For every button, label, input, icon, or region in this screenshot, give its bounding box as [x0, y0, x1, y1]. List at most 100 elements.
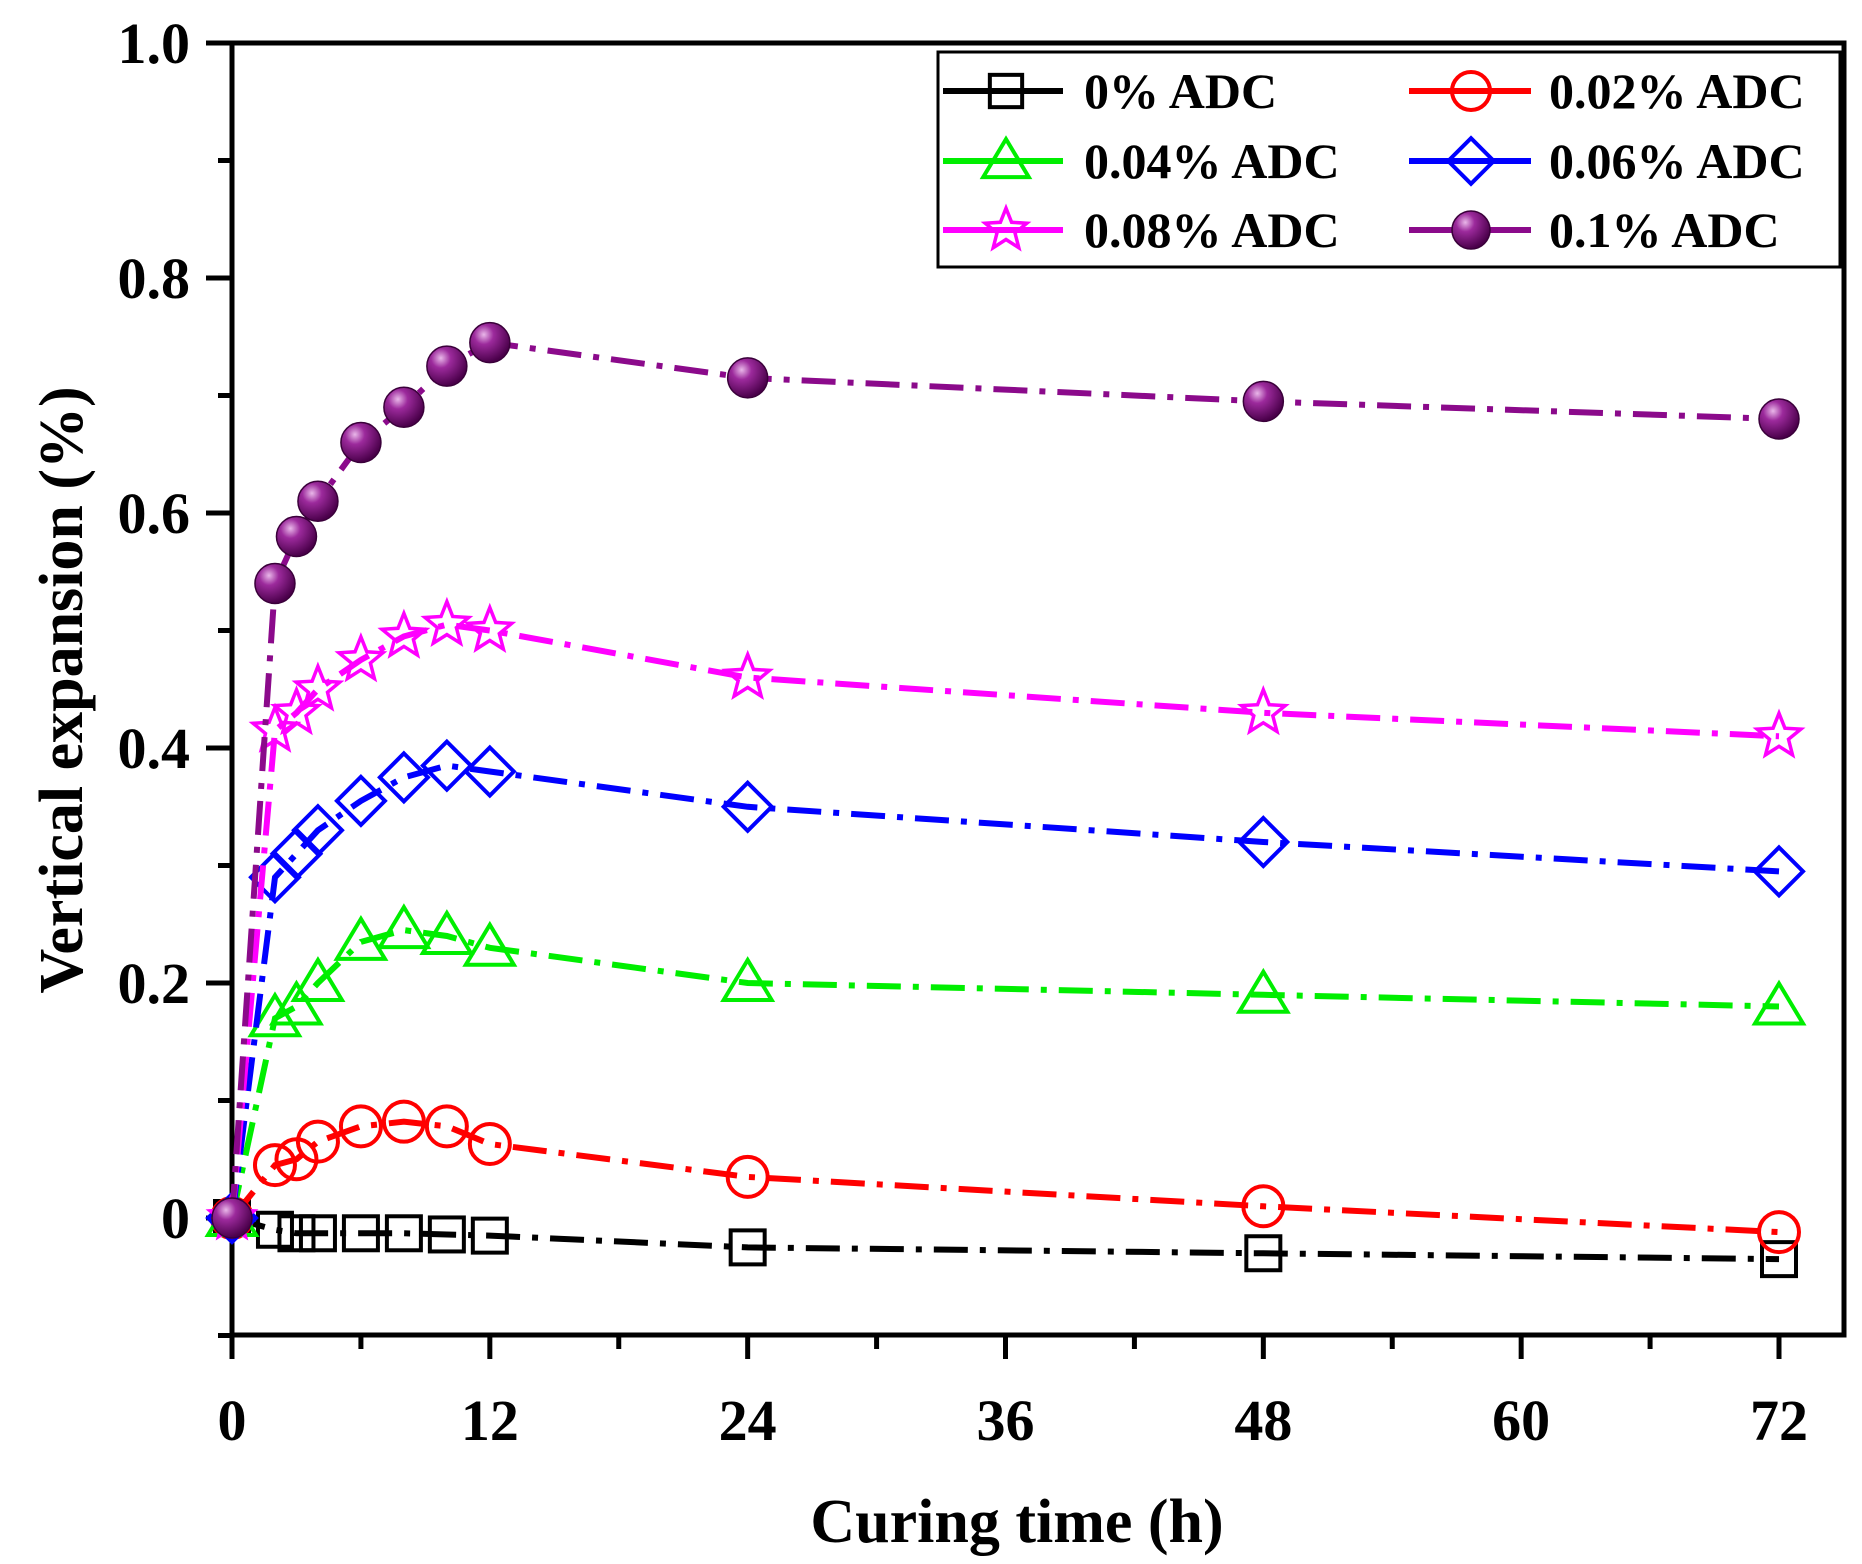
data-point-triangle	[1235, 967, 1291, 1014]
data-point-triangle	[720, 956, 776, 1002]
data-point-ball	[254, 562, 296, 605]
data-point-square	[277, 1214, 316, 1253]
x-tick-label: 36	[977, 1388, 1035, 1453]
data-point-diamond	[420, 738, 474, 793]
data-point-triangle	[333, 914, 389, 961]
data-point-star	[1752, 708, 1806, 759]
data-point-diamond	[720, 779, 775, 834]
data-point-ball	[426, 345, 468, 387]
x-tick-label: 0	[218, 1388, 247, 1453]
legend-entry: 0% ADC	[943, 63, 1277, 119]
data-point-circle	[338, 1104, 383, 1149]
x-tick-label: 60	[1492, 1388, 1550, 1453]
x-tick-label: 12	[461, 1388, 519, 1453]
series-layer	[204, 321, 1807, 1279]
x-tick-label: 24	[719, 1388, 777, 1453]
y-tick-label: 0.4	[118, 716, 191, 781]
data-point-star	[1236, 685, 1290, 736]
data-point-circle	[424, 1104, 469, 1149]
legend-label: 0.02% ADC	[1549, 63, 1805, 119]
legend-label: 0.1% ADC	[1549, 202, 1780, 258]
data-point-circle	[1757, 1210, 1801, 1255]
legend-label: 0.04% ADC	[1084, 133, 1340, 189]
data-point-square	[427, 1215, 466, 1254]
data-point-ball	[1242, 380, 1285, 423]
x-tick-label: 72	[1750, 1388, 1808, 1453]
series-line	[231, 1215, 1780, 1263]
data-point-ball	[211, 1197, 253, 1239]
legend-marker-circle	[1450, 70, 1492, 112]
data-point-square	[1760, 1240, 1798, 1279]
data-point-ball	[726, 357, 769, 399]
y-tick-label: 0.6	[118, 481, 191, 546]
data-point-star	[721, 649, 775, 700]
data-point-circle	[1241, 1184, 1286, 1229]
legend-entry: 0.02% ADC	[1409, 63, 1805, 119]
data-point-star	[463, 602, 517, 653]
data-point-square	[728, 1228, 767, 1267]
y-tick-label: 1.0	[118, 11, 191, 76]
data-point-diamond	[334, 774, 388, 828]
legend-label: 0% ADC	[1084, 63, 1277, 119]
data-point-star	[334, 632, 388, 683]
series-0-adc	[213, 1199, 1798, 1279]
plot-frame	[229, 40, 1847, 1338]
data-point-triangle	[376, 903, 432, 950]
legend-marker-triangle	[979, 135, 1033, 180]
data-point-star	[420, 596, 474, 648]
legend: 0% ADC 0.02% ADC 0.04% ADC 0.06% ADC 0.08% A…	[936, 50, 1842, 269]
data-point-diamond	[463, 744, 517, 799]
legend-marker-diamond	[1445, 135, 1497, 187]
data-point-circle	[725, 1154, 770, 1199]
y-tick-label: 0	[161, 1186, 190, 1251]
data-point-ball	[275, 515, 318, 558]
data-point-triangle	[290, 956, 346, 1002]
legend-box	[936, 50, 1842, 269]
x-tick-label: 48	[1234, 1388, 1292, 1453]
data-point-diamond	[269, 826, 324, 881]
series-line	[229, 762, 1780, 1219]
legend-marker-ball	[1451, 210, 1491, 250]
data-point-ball	[340, 421, 382, 464]
data-point-square	[384, 1214, 423, 1253]
data-point-ball	[1758, 398, 1800, 440]
data-point-star	[291, 661, 345, 712]
data-point-triangle	[247, 991, 303, 1038]
data-point-triangle	[268, 979, 324, 1026]
axes: 0 0.2 0.4 0.6 0.8 1.0 0 12 24 36 48 60 72	[118, 11, 1847, 1453]
data-point-star	[377, 608, 431, 659]
data-point-diamond	[248, 850, 302, 905]
data-point-diamond	[291, 803, 345, 858]
y-axis-title: Vertical expansion (%)	[28, 386, 96, 993]
legend-entry: 0.06% ADC	[1409, 133, 1805, 189]
y-tick-label: 0.8	[118, 246, 191, 311]
data-point-square	[298, 1214, 337, 1253]
data-point-square	[341, 1214, 380, 1253]
data-point-square	[255, 1210, 294, 1249]
series-0-04-adc	[204, 903, 1807, 1237]
data-point-diamond	[377, 750, 431, 805]
legend-entry: 0.1% ADC	[1409, 202, 1780, 258]
data-point-circle	[295, 1119, 340, 1164]
y-tick-label: 0.2	[118, 951, 191, 1016]
legend-label: 0.08% ADC	[1084, 202, 1340, 258]
series-line	[229, 339, 1780, 1219]
legend-label: 0.06% ADC	[1549, 133, 1805, 189]
series-line	[229, 621, 1780, 1219]
data-point-star	[270, 685, 323, 736]
data-point-triangle	[1751, 979, 1807, 1026]
data-point-ball	[469, 321, 511, 364]
x-axis-title: Curing time (h)	[810, 1488, 1223, 1556]
series-line	[229, 1118, 1780, 1236]
data-point-ball	[383, 386, 425, 428]
series-0-1-adc	[211, 321, 1800, 1239]
data-point-circle	[467, 1121, 512, 1166]
series-line	[229, 927, 1780, 1219]
legend-marker-star	[980, 203, 1032, 252]
data-point-circle	[252, 1143, 297, 1188]
data-point-square	[1244, 1234, 1283, 1273]
data-point-ball	[297, 480, 339, 522]
data-point-star	[248, 702, 302, 753]
legend-entry: 0.04% ADC	[943, 133, 1340, 189]
